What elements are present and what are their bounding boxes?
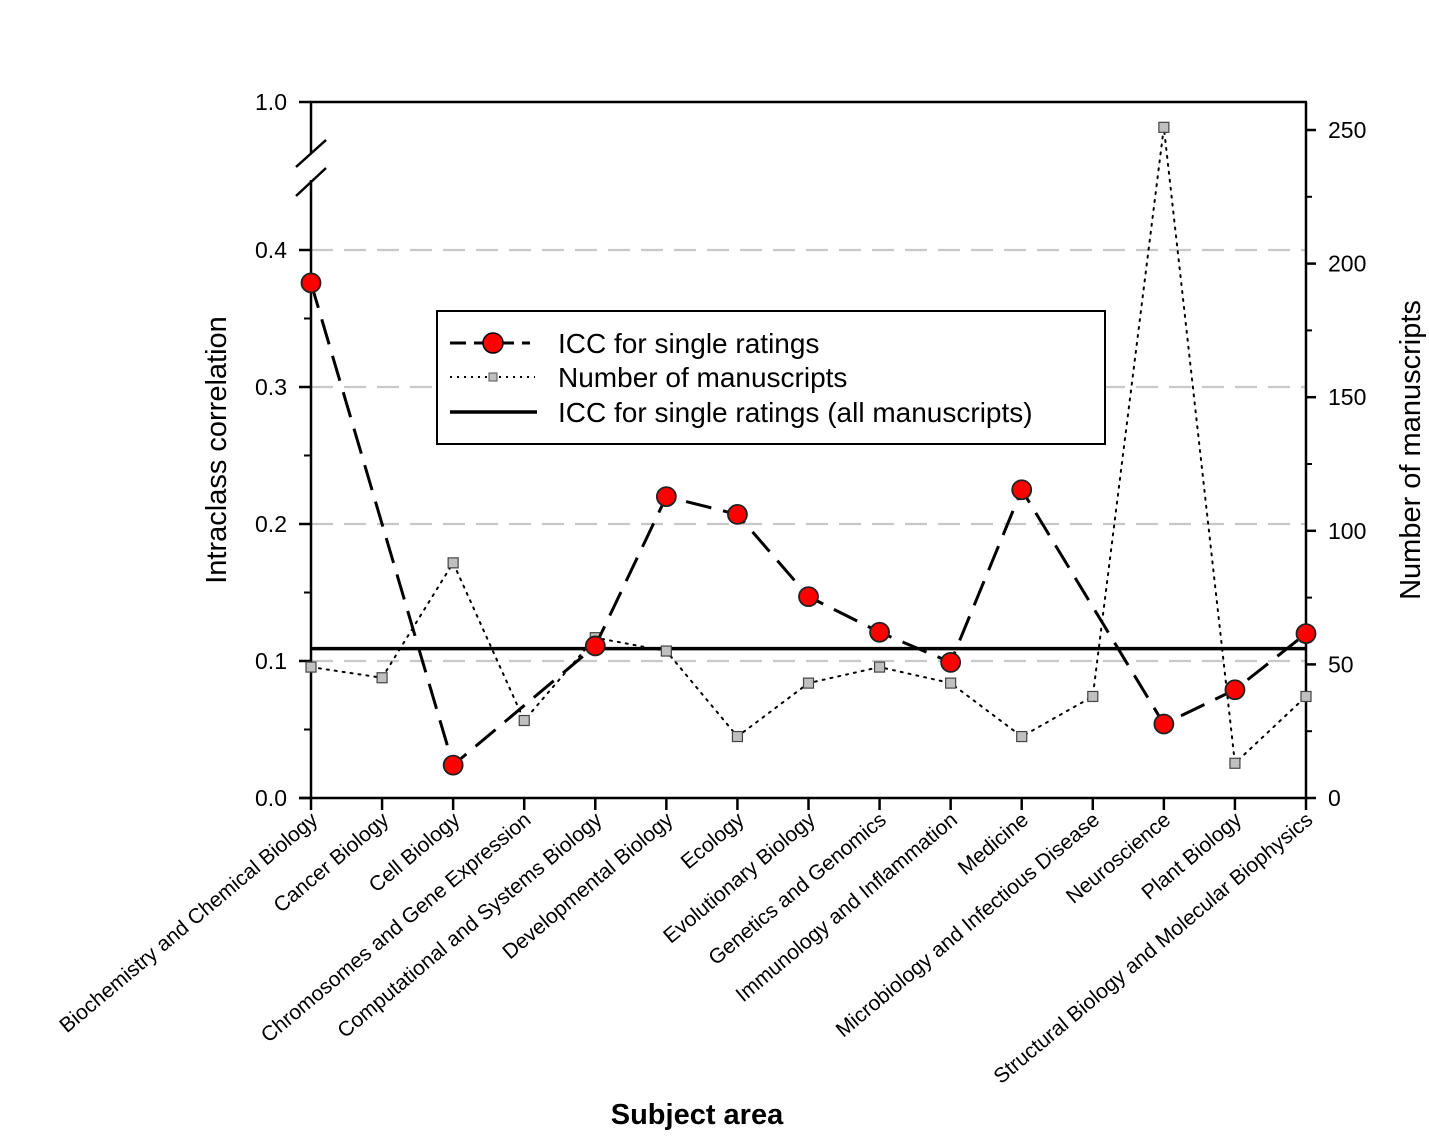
y2-tick-label: 100 (1328, 518, 1366, 544)
x-category-label: Biochemistry and Chemical Biology (55, 808, 322, 1038)
manuscript-count-marker (1229, 757, 1241, 769)
y-tick-label: 0.1 (255, 648, 287, 674)
manuscript-count-marker (376, 672, 388, 684)
y-axis-title: Intraclass correlation (201, 316, 233, 584)
axis-break-mark (295, 139, 327, 168)
manuscript-count-marker (1016, 730, 1028, 743)
legend-label-reference: ICC for single ratings (all manuscripts) (558, 397, 1033, 428)
y-tick-label: 0.4 (255, 237, 287, 263)
y-tick-label: 0.0 (255, 785, 287, 811)
legend-label-icc: ICC for single ratings (558, 328, 819, 359)
axis-break-mark (295, 167, 327, 197)
manuscript-count-marker (873, 661, 886, 673)
manuscript-count-marker (802, 677, 815, 689)
legend-item-count: Number of manuscripts (450, 362, 847, 393)
icc-marker (300, 272, 322, 294)
y2-tick-label: 200 (1328, 251, 1366, 277)
y2-tick-label: 50 (1328, 651, 1354, 677)
series-number-of-manuscripts (305, 121, 1312, 769)
y2-tick-label: 0 (1328, 785, 1341, 811)
legend-item-icc: ICC for single ratings (450, 328, 819, 359)
y-tick-label: 0.2 (255, 511, 287, 537)
manuscript-count-marker (945, 677, 957, 689)
y2-tick-label: 250 (1328, 117, 1366, 143)
x-category-label: Computational and Systems Biology (333, 808, 607, 1043)
manuscript-count-marker (1300, 690, 1312, 703)
manuscript-count-marker (660, 645, 672, 657)
icc-marker (727, 504, 748, 525)
legend-grey-square-icon (488, 372, 498, 382)
icc-marker (1224, 679, 1246, 701)
legend-red-circle-icon (482, 332, 504, 354)
y2-axis-title: Number of manuscripts (1395, 300, 1427, 600)
icc-marker (1011, 479, 1033, 501)
y2-tick-label: 150 (1328, 384, 1366, 410)
manuscript-count-marker (447, 557, 459, 569)
x-category-label: Microbiology and Infectious Disease (832, 808, 1104, 1042)
axes (295, 100, 1316, 810)
series-icc-single-ratings (300, 272, 1317, 776)
manuscript-count-marker (731, 730, 744, 743)
manuscript-count-marker (1158, 121, 1170, 133)
icc-marker (1153, 713, 1175, 735)
legend-label-count: Number of manuscripts (558, 362, 847, 393)
legend: ICC for single ratings Number of manuscr… (436, 310, 1106, 445)
icc-marker (655, 486, 677, 508)
tick-labels: 0.0 0.1 0.2 0.3 0.4 1.0 0 50 100 150 200 250 (255, 89, 1366, 811)
icc-marker (798, 586, 819, 608)
manuscript-count-marker (518, 714, 530, 727)
legend-item-reference: ICC for single ratings (all manuscripts) (450, 397, 1033, 428)
icc-marker (1295, 623, 1317, 644)
manuscript-count-marker (1087, 690, 1099, 703)
y-tick-label: 0.3 (255, 374, 287, 400)
number-of-manuscripts-line (310, 127, 1307, 766)
icc-marker (940, 651, 962, 673)
y-tick-label: 1.0 (255, 89, 287, 115)
icc-marker (869, 621, 890, 643)
manuscript-count-marker (305, 661, 317, 673)
icc-single-ratings-line (309, 282, 1307, 768)
legend-box (436, 310, 1106, 445)
x-axis-title: Subject area (611, 1099, 784, 1131)
icc-marker (584, 635, 606, 657)
category-labels: Biochemistry and Chemical BiologyCancer … (55, 808, 1317, 1089)
icc-marker (442, 754, 464, 776)
